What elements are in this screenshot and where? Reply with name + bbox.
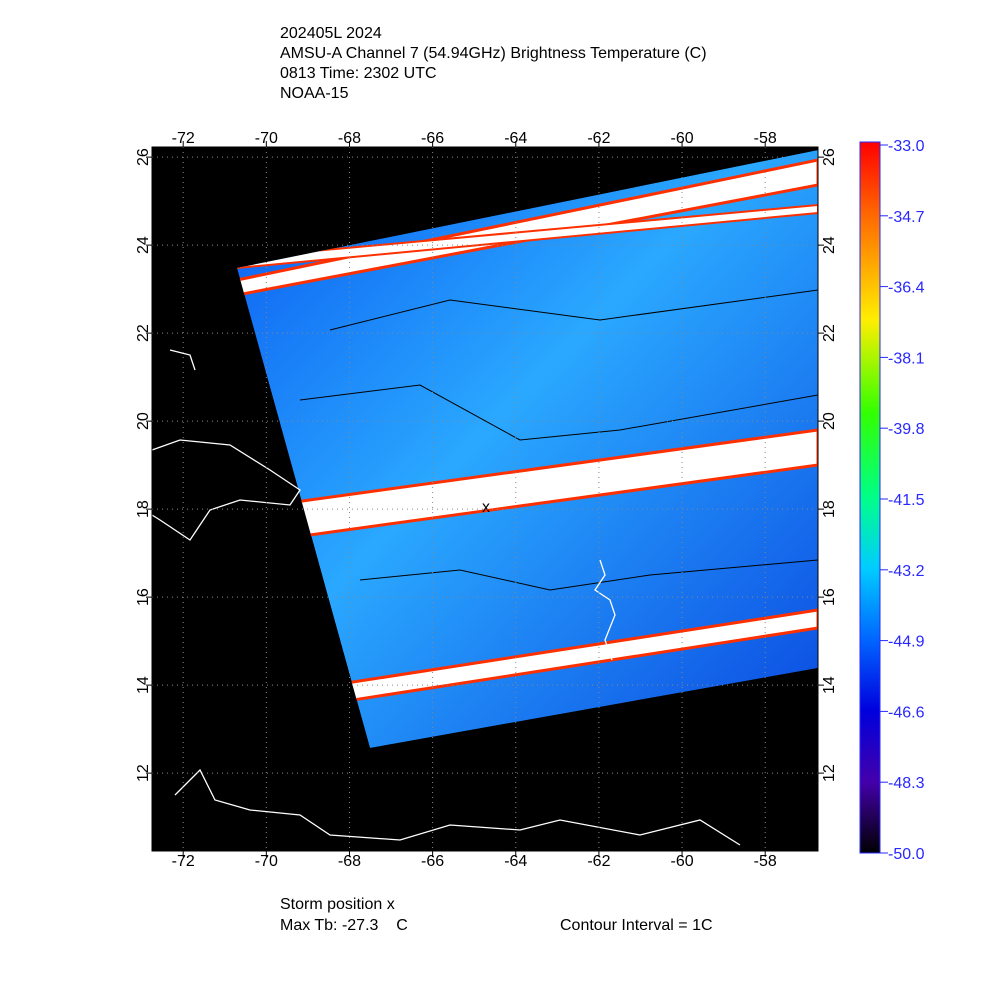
lat-tick-label: 18 [821,500,838,518]
colorbar-label: -41.5 [888,492,925,509]
header: 202405L 2024 AMSU-A Channel 7 (54.94GHz) … [280,25,707,102]
lon-tick-label: -72 [172,853,195,870]
lat-tick-label: 26 [821,148,838,166]
header-line: 0813 Time: 2302 UTC [280,65,437,82]
colorbar-label: -50.0 [888,846,925,863]
lon-tick-label: -68 [338,853,361,870]
colorbar-label: -34.7 [888,209,925,226]
colorbar-label: -44.9 [888,634,925,651]
lat-tick-label: 14 [821,676,838,694]
header-line: AMSU-A Channel 7 (54.94GHz) Brightness T… [280,45,707,62]
lat-tick-label: 22 [135,324,152,342]
lat-tick-label: 18 [135,500,152,518]
storm-position: Storm position x [280,896,395,913]
lon-tick-label: -60 [670,853,693,870]
lon-tick-label: -58 [754,130,777,147]
colorbar-label: -33.0 [888,138,925,155]
storm-marker: x [482,499,490,516]
lon-tick-label: -64 [504,130,527,147]
lat-tick-label: 20 [135,412,152,430]
lon-tick-label: -58 [754,853,777,870]
header-line: 202405L 2024 [280,25,382,42]
map-grid: -72 -72 -70 -70 -68 -68 -66 -66 -64 -64 -62 -62 -60 -… [135,130,838,870]
lat-tick-label: 22 [821,324,838,342]
lon-tick-label: -62 [587,853,610,870]
lat-tick-label: 26 [135,148,152,166]
lon-tick-label: -60 [670,130,693,147]
lat-tick-label: 16 [135,588,152,606]
swath [237,150,818,748]
colorbar-label: -39.8 [888,421,925,438]
lon-tick-label: -68 [338,130,361,147]
lat-tick-label: 20 [821,412,838,430]
lat-tick-label: 12 [135,764,152,782]
lon-tick-label: -66 [421,853,444,870]
lat-tick-label: 12 [821,764,838,782]
lon-tick-label: -72 [172,130,195,147]
lon-tick-label: -66 [421,130,444,147]
lon-tick-label: -64 [504,853,527,870]
lat-tick-label: 16 [821,588,838,606]
colorbar-label: -36.4 [888,280,925,297]
map-frame [151,146,819,852]
lon-tick-label: -70 [255,853,278,870]
colorbar-label: -48.3 [888,775,925,792]
lat-tick-label: 24 [821,236,838,254]
lon-tick-label: -70 [255,130,278,147]
contour-interval: Contour Interval = 1C [560,917,713,934]
lat-tick-label: 24 [135,236,152,254]
colorbar-label: -38.1 [888,350,925,367]
colorbar-label: -43.2 [888,563,925,580]
lat-tick-label: 14 [135,676,152,694]
lon-tick-label: -62 [587,130,610,147]
coastline [151,349,741,846]
colorbar-label: -46.6 [888,704,925,721]
header-line: NOAA-15 [280,85,349,102]
colorbar: -33.0 -34.7 -36.4 -38.1 -39.8 -41.5 -43.2 -44.9… [859,138,925,863]
max-tb: Max Tb: -27.3 C [280,917,408,934]
